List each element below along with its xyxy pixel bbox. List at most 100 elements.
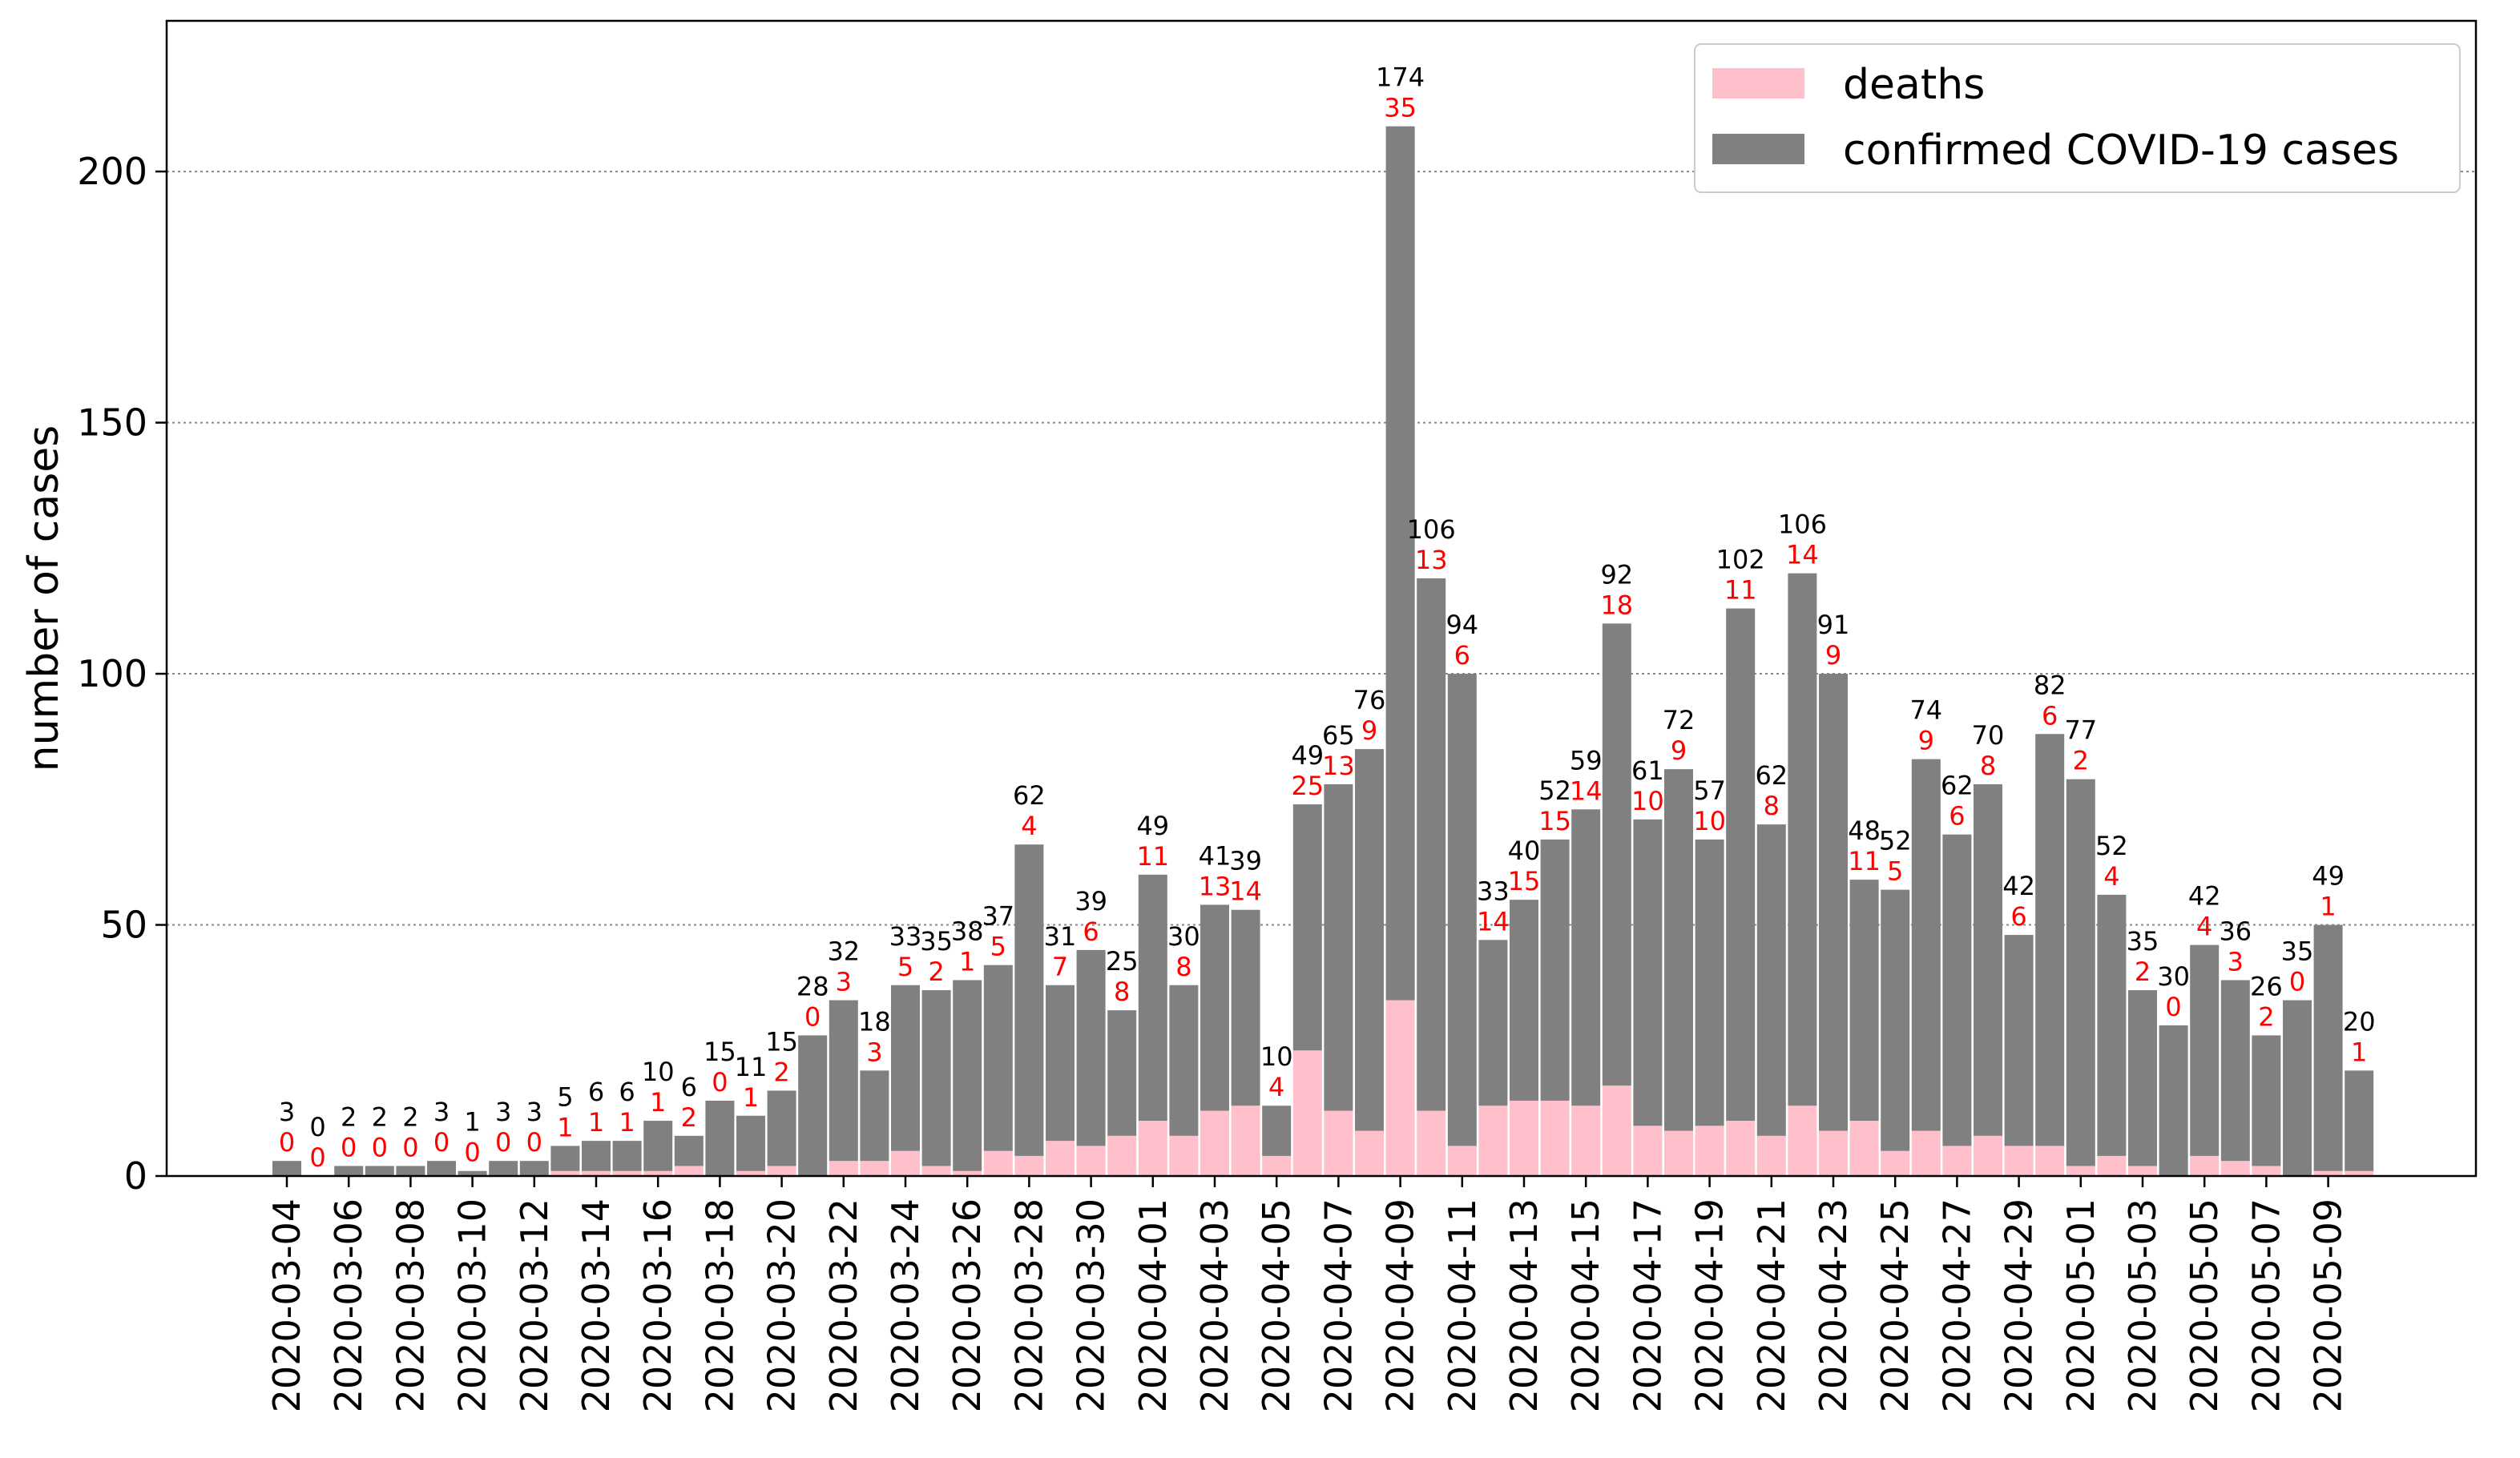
bar-cases <box>1942 834 1972 1146</box>
label-cases: 102 <box>1716 545 1765 575</box>
bar-cases <box>489 1161 518 1176</box>
label-cases: 49 <box>2312 861 2345 892</box>
bar-deaths <box>1262 1155 1292 1176</box>
x-tick-label: 2020-03-14 <box>575 1198 618 1412</box>
bar-cases <box>953 980 982 1171</box>
legend-box <box>1694 43 2461 193</box>
bar-deaths <box>1756 1135 1786 1176</box>
x-tick-label: 2020-03-16 <box>636 1198 679 1412</box>
label-cases: 20 <box>2343 1006 2376 1037</box>
bar-deaths <box>1107 1135 1137 1176</box>
bar-cases <box>829 1000 858 1162</box>
bar-cases <box>1911 759 1941 1131</box>
bar-deaths <box>1633 1126 1663 1176</box>
bar-cases <box>1540 839 1570 1101</box>
bar-deaths <box>1911 1130 1941 1176</box>
x-tick-label: 2020-04-21 <box>1750 1198 1793 1412</box>
label-cases: 0 <box>309 1112 325 1142</box>
bar-cases <box>2283 1000 2312 1176</box>
bar-cases <box>1231 909 1260 1106</box>
bar-cases <box>891 985 920 1151</box>
label-deaths: 9 <box>1671 735 1687 766</box>
bar-deaths <box>1571 1106 1601 1176</box>
x-tick-label: 2020-03-24 <box>884 1198 927 1412</box>
bar-cases <box>736 1115 765 1171</box>
bar-deaths <box>1788 1106 1817 1176</box>
label-deaths: 4 <box>2196 912 2212 942</box>
label-cases: 76 <box>1353 685 1386 715</box>
label-deaths: 0 <box>526 1127 542 1158</box>
bar-deaths <box>860 1161 889 1176</box>
label-cases: 10 <box>1260 1041 1293 1072</box>
y-axis: 0 50 100 150 200 <box>77 150 167 1198</box>
label-deaths: 2 <box>2073 746 2089 776</box>
bar-cases <box>427 1161 456 1176</box>
bar-deaths <box>736 1170 765 1176</box>
label-deaths: 8 <box>1764 791 1780 821</box>
label-cases: 30 <box>1167 921 1200 952</box>
label-cases: 35 <box>2127 926 2159 957</box>
x-tick-label: 2020-05-05 <box>2183 1198 2226 1412</box>
label-cases: 3 <box>495 1097 511 1127</box>
label-cases: 31 <box>1044 921 1077 952</box>
label-cases: 15 <box>704 1037 736 1067</box>
label-deaths: 6 <box>1083 916 1099 947</box>
bar-deaths <box>550 1170 580 1176</box>
label-cases: 62 <box>1941 771 1974 801</box>
label-deaths: 35 <box>1384 93 1417 123</box>
label-deaths: 6 <box>1949 801 1965 832</box>
bar-deaths <box>1540 1100 1570 1176</box>
label-cases: 5 <box>557 1081 573 1112</box>
bar-cases <box>1447 674 1477 1146</box>
bar-deaths <box>2066 1166 2095 1176</box>
label-deaths: 5 <box>990 932 1006 962</box>
bar-deaths <box>674 1166 704 1176</box>
label-cases: 70 <box>1972 720 2005 751</box>
label-cases: 33 <box>889 921 922 952</box>
x-tick-label: 2020-05-09 <box>2307 1198 2350 1412</box>
label-deaths: 0 <box>464 1138 480 1168</box>
bar-deaths <box>2097 1155 2127 1176</box>
bar-deaths <box>2220 1161 2250 1176</box>
label-deaths: 25 <box>1291 771 1324 801</box>
bar-cases <box>2252 1035 2281 1166</box>
x-tick-label: 2020-04-19 <box>1688 1198 1732 1412</box>
label-deaths: 8 <box>1114 977 1130 1007</box>
label-deaths: 9 <box>1361 715 1377 746</box>
label-cases: 10 <box>642 1057 675 1087</box>
x-tick-label: 2020-04-03 <box>1193 1198 1236 1412</box>
label-deaths: 1 <box>2351 1037 2367 1067</box>
x-tick-label: 2020-03-28 <box>1007 1198 1050 1412</box>
label-deaths: 5 <box>1887 856 1903 887</box>
label-cases: 40 <box>1508 836 1541 866</box>
x-tick-label: 2020-04-15 <box>1564 1198 1607 1412</box>
legend: deaths confirmed COVID-19 cases <box>1694 43 2461 193</box>
label-cases: 94 <box>1445 610 1478 640</box>
label-cases: 92 <box>1600 559 1633 590</box>
label-deaths: 13 <box>1415 545 1448 575</box>
bar-cases <box>2035 734 2065 1146</box>
bar-deaths <box>1292 1050 1322 1176</box>
label-cases: 59 <box>1570 745 1603 775</box>
bar-deaths <box>1355 1130 1384 1176</box>
label-deaths: 4 <box>2103 861 2119 892</box>
bar-cases <box>1819 674 1848 1131</box>
label-cases: 48 <box>1848 816 1881 846</box>
label-deaths: 3 <box>836 967 852 997</box>
label-cases: 42 <box>2002 871 2035 901</box>
bar-deaths <box>1942 1146 1972 1176</box>
label-cases: 25 <box>1106 946 1139 977</box>
y-tick-label: 0 <box>124 1154 147 1198</box>
label-cases: 52 <box>1538 775 1571 806</box>
label-cases: 61 <box>1631 755 1664 786</box>
bar-cases <box>1695 839 1724 1126</box>
label-cases: 41 <box>1199 840 1232 871</box>
bar-cases <box>1355 749 1384 1131</box>
label-deaths: 6 <box>2010 901 2026 932</box>
bar-deaths <box>921 1166 951 1176</box>
label-cases: 74 <box>1909 695 1942 726</box>
bar-deaths <box>1324 1110 1353 1176</box>
label-cases: 15 <box>765 1026 798 1057</box>
x-tick-label: 2020-03-08 <box>389 1198 432 1412</box>
bar-cases <box>921 990 951 1166</box>
